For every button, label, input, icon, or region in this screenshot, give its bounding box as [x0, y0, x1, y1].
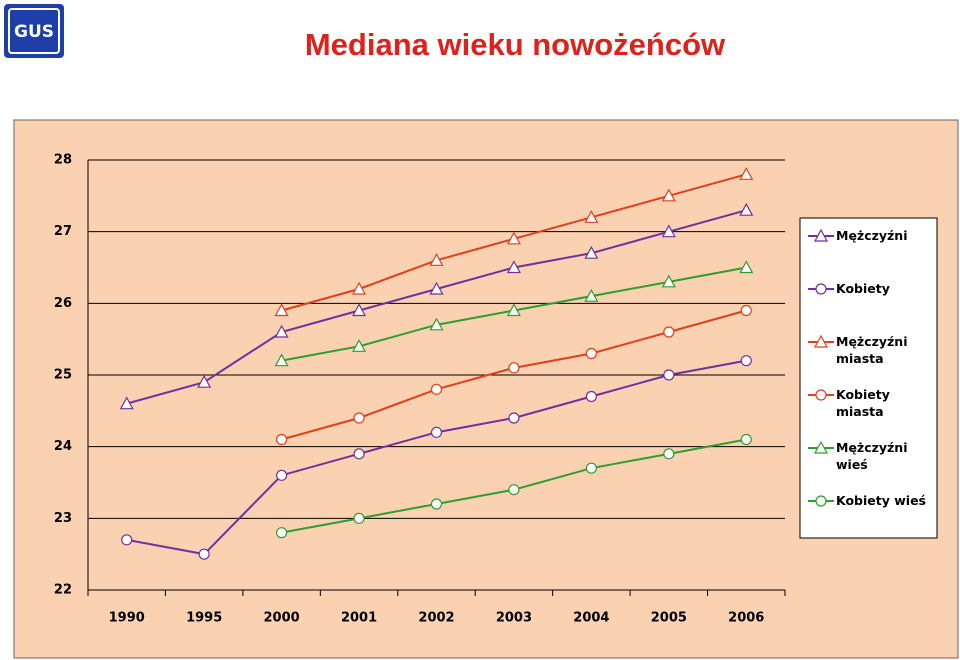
y-tick-label: 26 [54, 296, 72, 311]
legend-icon [808, 389, 834, 401]
chart-title: Mediana wieku nowożeńców [305, 27, 726, 62]
marker [276, 433, 288, 446]
marker [585, 390, 597, 403]
marker [661, 224, 676, 238]
logo-text: GUS [14, 22, 54, 42]
legend-entry: Kobiety [806, 277, 934, 323]
legend-icon [808, 334, 834, 348]
marker [352, 339, 367, 352]
y-tick-label: 27 [54, 224, 72, 239]
marker [197, 374, 212, 388]
marker [430, 426, 443, 438]
marker [353, 512, 365, 524]
legend-label: Mężczyźni [836, 228, 908, 243]
marker [661, 274, 676, 288]
y-tick-label: 28 [54, 153, 72, 168]
legend-entry: Kobiety miasta [806, 383, 934, 429]
marker [739, 202, 754, 216]
marker [815, 495, 827, 507]
y-tick-label: 24 [54, 439, 72, 454]
marker [430, 383, 443, 395]
marker [584, 210, 599, 223]
marker [429, 317, 444, 331]
logo-frame [8, 8, 60, 54]
marker [813, 440, 829, 454]
legend-icon [808, 440, 834, 454]
marker [276, 527, 288, 539]
marker [506, 303, 521, 317]
x-tick-label: 2001 [341, 611, 377, 626]
legend-entry: Mężczyźni [806, 224, 934, 270]
marker [121, 534, 133, 546]
marker [274, 324, 289, 338]
marker [663, 448, 675, 460]
legend-icon [808, 228, 834, 242]
marker [119, 396, 134, 410]
marker [813, 334, 829, 348]
legend-icon [808, 283, 834, 295]
marker [429, 281, 444, 295]
legend-box [799, 217, 938, 539]
x-tick-label: 2003 [496, 611, 532, 626]
marker [508, 362, 520, 374]
marker [740, 355, 752, 367]
marker [584, 288, 599, 302]
x-tick-label: 2004 [573, 611, 609, 626]
marker [585, 347, 597, 360]
legend-entry: Mężczyźni miasta [806, 330, 934, 376]
x-tick-label: 1995 [186, 611, 222, 626]
marker [352, 303, 367, 317]
marker [274, 353, 289, 367]
marker [352, 281, 367, 295]
x-tick-label: 2000 [264, 611, 300, 626]
y-tick-label: 22 [54, 583, 72, 598]
x-tick-label: 2006 [728, 611, 764, 626]
legend-entry: Kobiety wieś [806, 489, 934, 535]
x-tick-label: 2005 [651, 611, 687, 626]
x-tick-label: 1990 [109, 611, 145, 626]
legend-label: Kobiety [836, 281, 890, 296]
marker [813, 228, 829, 242]
marker [198, 548, 210, 560]
legend-label: Mężczyźni wieś [836, 440, 908, 472]
marker [740, 433, 752, 446]
marker [585, 462, 597, 474]
legend-entry: Mężczyźni wieś [806, 436, 934, 482]
y-tick-label: 25 [54, 368, 72, 383]
marker [353, 448, 365, 460]
marker [353, 412, 365, 424]
legend-label: Kobiety wieś [836, 493, 926, 508]
marker [740, 304, 752, 317]
marker [430, 498, 443, 510]
marker [661, 188, 676, 202]
marker [739, 167, 754, 180]
marker [815, 389, 827, 401]
legend-label: Kobiety miasta [836, 387, 890, 419]
marker [276, 469, 288, 481]
marker [508, 484, 520, 496]
legend-label: Mężczyźni miasta [836, 334, 908, 366]
marker [508, 412, 520, 424]
y-tick-label: 23 [54, 511, 72, 526]
marker [584, 245, 599, 259]
logo [4, 4, 64, 58]
marker [506, 260, 521, 274]
marker [429, 253, 444, 266]
x-tick-label: 2002 [418, 611, 454, 626]
marker [663, 326, 675, 338]
legend-icon [808, 495, 834, 507]
marker [815, 283, 827, 295]
marker [739, 260, 754, 274]
marker [663, 369, 675, 381]
marker [506, 231, 521, 245]
marker [274, 303, 289, 317]
